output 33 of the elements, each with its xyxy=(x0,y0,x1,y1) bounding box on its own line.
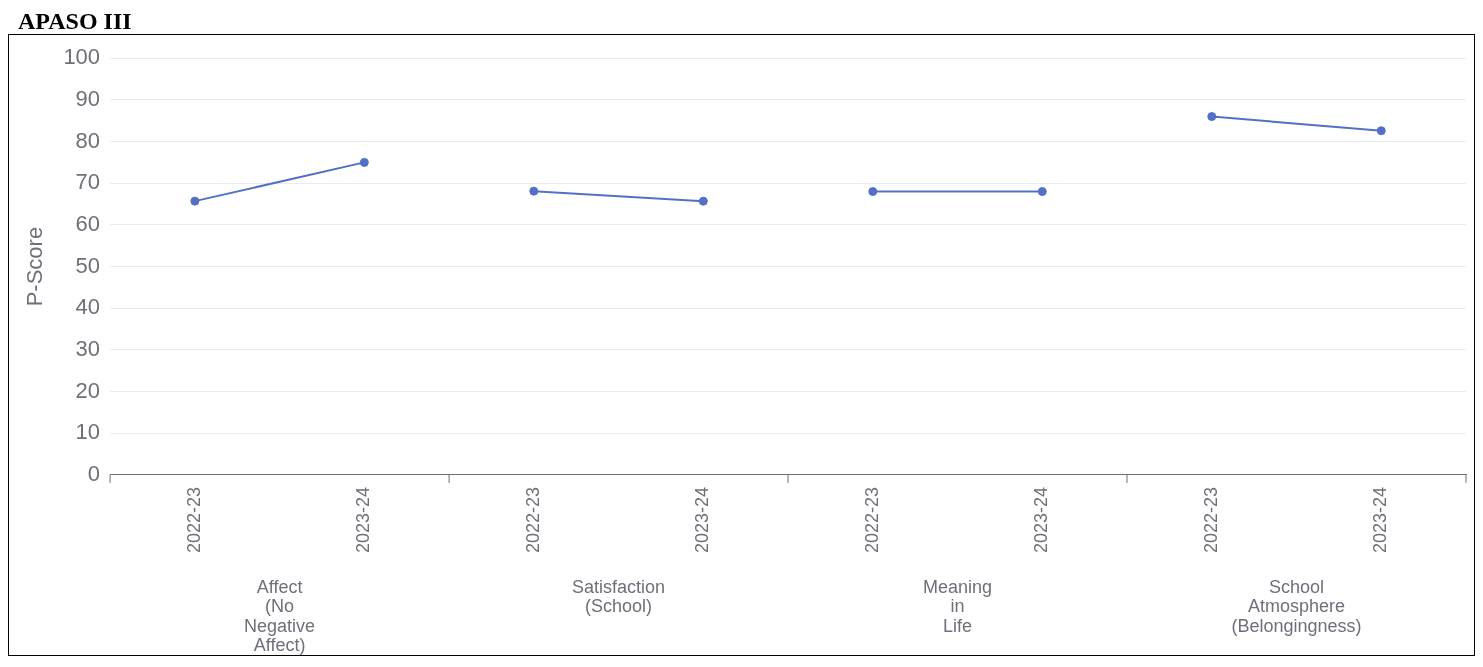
point xyxy=(698,196,708,206)
y-tick-label: 70 xyxy=(75,169,101,195)
x-tick-label: 2023-24 xyxy=(1031,486,1052,553)
y-axis-title: P-Score xyxy=(22,226,48,307)
y-tick-label: 30 xyxy=(75,335,101,361)
text: Meaning in Life xyxy=(923,576,993,636)
x-tick-label: 2022-23 xyxy=(183,486,204,553)
point xyxy=(1037,187,1047,197)
text: Affect (No Negative Affect) xyxy=(244,576,316,656)
chart-title: APASO III xyxy=(18,8,133,34)
y-tick-label: 100 xyxy=(63,44,101,70)
point xyxy=(1376,126,1386,136)
y-tick-label: 90 xyxy=(75,85,101,111)
x-tick-label: 2022-23 xyxy=(861,486,882,553)
y-tick-label: 50 xyxy=(75,252,101,278)
point xyxy=(359,157,369,167)
y-tick-label: 10 xyxy=(75,419,101,445)
y-tick-label: 60 xyxy=(75,210,101,236)
x-tick-label: 2023-24 xyxy=(1370,486,1391,553)
y-tick-label: 20 xyxy=(75,377,101,403)
y-tick-label: 40 xyxy=(75,294,101,320)
y-tick-label: 80 xyxy=(75,127,101,153)
x-tick-label: 2022-23 xyxy=(522,486,543,553)
text: Satisfaction (School) xyxy=(572,576,666,617)
x-tick-label: 2023-24 xyxy=(692,486,713,553)
x-tick-label: 2023-24 xyxy=(353,486,374,553)
point xyxy=(1207,112,1217,122)
point xyxy=(529,186,539,196)
point xyxy=(868,187,878,197)
point xyxy=(190,196,200,206)
x-tick-label: 2022-23 xyxy=(1200,486,1221,553)
text: School Atmosphere (Belongingness) xyxy=(1231,576,1362,636)
y-tick-label: 0 xyxy=(87,461,101,486)
